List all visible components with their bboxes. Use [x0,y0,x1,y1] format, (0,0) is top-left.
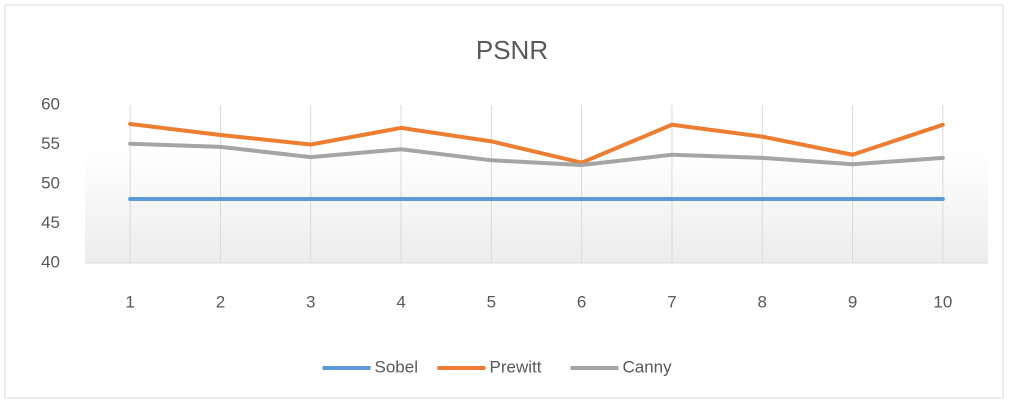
legend-label: Prewitt [490,357,542,376]
y-tick-label: 50 [41,173,60,192]
x-tick-label: 2 [216,292,225,311]
x-tick-label: 10 [933,292,952,311]
x-tick-label: 5 [487,292,496,311]
plot-area [85,100,988,263]
series-line [128,141,945,168]
legend-label: Canny [623,357,673,376]
x-tick-label: 7 [667,292,676,311]
y-tick-label: 40 [41,252,60,271]
x-tick-label: 9 [848,292,857,311]
y-tick-label: 55 [41,134,60,153]
x-tick-label: 6 [577,292,586,311]
x-tick-label: 4 [396,292,405,311]
y-tick-label: 45 [41,213,60,232]
x-tick-label: 1 [125,292,134,311]
y-tick-label: 60 [41,94,60,113]
x-tick-label: 3 [306,292,315,311]
chart-title: PSNR [476,35,548,65]
series-line [128,121,945,165]
x-tick-label: 8 [758,292,767,311]
legend-label: Sobel [375,357,418,376]
